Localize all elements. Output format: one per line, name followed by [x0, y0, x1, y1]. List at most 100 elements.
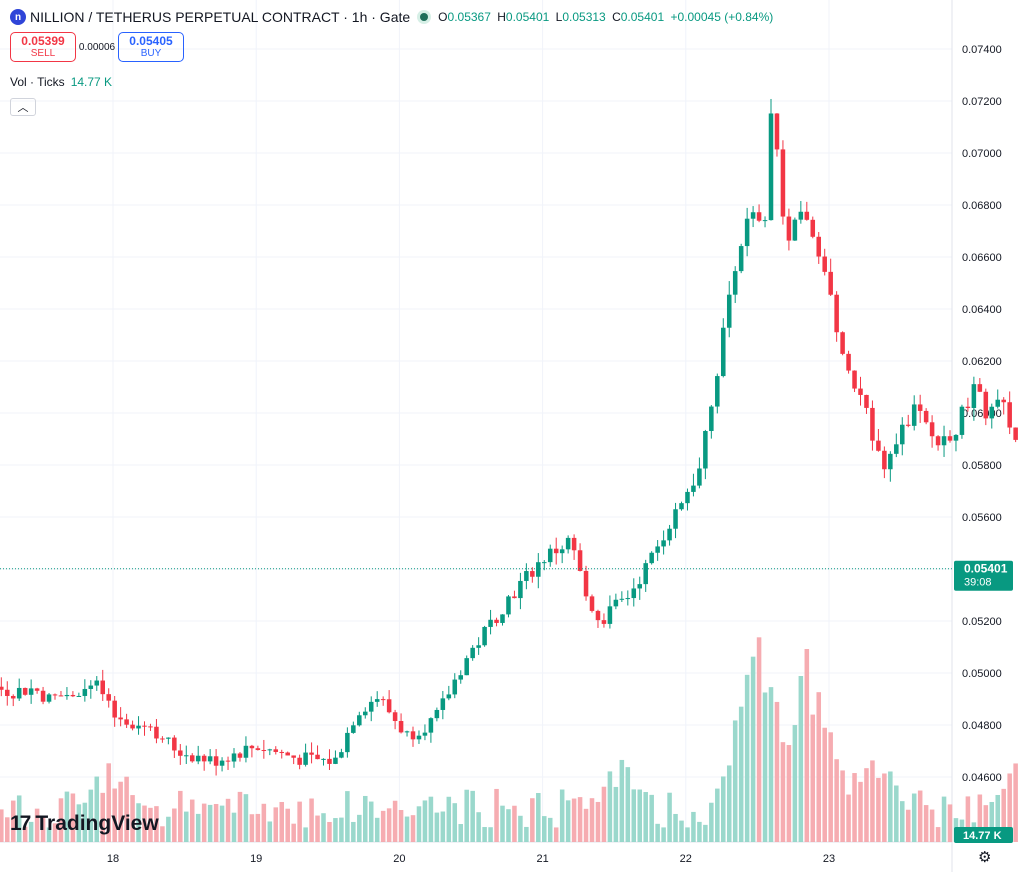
candle-body	[852, 370, 857, 389]
candle-body	[631, 588, 637, 599]
candle-body	[458, 675, 464, 680]
volume-bar	[661, 827, 666, 842]
volume-bar	[148, 807, 153, 842]
volume-bar	[577, 797, 583, 842]
volume-bar	[130, 795, 135, 842]
volume-bar	[929, 809, 935, 842]
volume-bar	[273, 807, 279, 842]
candle-body	[536, 562, 541, 577]
volume-bar	[547, 817, 553, 842]
volume-bar	[542, 816, 547, 842]
buy-button[interactable]: 0.05405 BUY	[118, 32, 184, 62]
collapse-chevron-up-icon[interactable]: ︿	[10, 98, 36, 116]
candle-body	[201, 755, 207, 762]
volume-bar	[852, 773, 857, 842]
candle-body	[876, 440, 881, 451]
sell-button[interactable]: 0.05399 SELL	[10, 32, 76, 62]
candle-body	[905, 424, 911, 426]
candle-body	[440, 698, 446, 710]
volume-bar	[655, 823, 660, 842]
candle-body	[34, 688, 40, 691]
candle-body	[840, 332, 845, 354]
candle-body	[506, 596, 511, 615]
spread-value: 0.00006	[78, 41, 116, 53]
candle-body	[977, 384, 983, 392]
volume-bar	[947, 804, 953, 842]
volume-bar	[512, 805, 517, 842]
last-price-value: 0.05401	[964, 562, 1008, 576]
volume-value: 14.77 K	[70, 75, 113, 89]
candle-body	[685, 491, 690, 504]
candle-body	[888, 453, 893, 470]
candle-body	[846, 353, 851, 371]
candle-body	[673, 509, 678, 529]
candle-body	[798, 211, 804, 220]
tradingview-logo[interactable]: 17 TradingView	[10, 812, 159, 836]
candle-body	[464, 658, 469, 676]
volume-bar	[309, 798, 314, 842]
volume-bar	[255, 813, 261, 842]
candle-body	[929, 422, 935, 437]
candle-body	[571, 537, 577, 551]
volume-bar	[917, 790, 923, 842]
candle-body	[965, 406, 971, 409]
candle-body	[88, 685, 94, 689]
volume-bar	[595, 801, 601, 842]
volume-bar	[10, 800, 16, 842]
volume-bar	[184, 811, 189, 842]
volume-bar	[213, 803, 219, 842]
volume-bar	[816, 692, 822, 842]
candle-body	[339, 752, 344, 758]
candle-body	[995, 399, 1001, 407]
volume-bar	[333, 818, 338, 842]
candle-body	[195, 755, 201, 762]
candle-body	[22, 687, 28, 695]
volume-bar	[774, 701, 780, 842]
volume-bar	[995, 794, 1001, 842]
candle-body	[864, 394, 869, 408]
candle-body	[172, 737, 177, 751]
candle-body	[756, 212, 762, 221]
candle-body	[786, 216, 792, 241]
candle-body	[983, 391, 989, 419]
candle-body	[446, 694, 452, 699]
volume-bar	[82, 802, 88, 842]
candle-body	[28, 688, 34, 695]
candle-body	[184, 755, 189, 757]
candle-body	[530, 571, 535, 577]
volume-bar	[440, 811, 446, 842]
candle-body	[434, 709, 440, 719]
low-value: 0.05313	[562, 10, 606, 24]
candle-body	[744, 218, 750, 247]
candle-body	[392, 712, 398, 722]
y-tick-label: 0.04800	[962, 720, 1002, 732]
volume-bar	[285, 808, 290, 842]
volume-bar	[297, 801, 302, 842]
candle-body	[703, 431, 708, 469]
volume-bar	[482, 827, 487, 842]
volume-bar	[685, 827, 690, 842]
candle-body	[971, 384, 977, 409]
volume-bar	[649, 794, 654, 842]
volume-bar	[0, 809, 4, 842]
trade-buttons: 0.05399 SELL 0.00006 0.05405 BUY	[10, 32, 184, 62]
volume-badge-value: 14.77 K	[963, 830, 1002, 842]
candle-body	[267, 749, 273, 751]
volume-legend[interactable]: Vol · Ticks 14.77 K	[10, 75, 112, 89]
volume-bar	[935, 827, 941, 842]
volume-bar	[1013, 763, 1018, 842]
candle-body	[189, 755, 195, 762]
chart-settings-icon[interactable]: ⚙	[978, 849, 992, 866]
volume-bar	[249, 814, 255, 842]
chart-title[interactable]: NILLION / TETHERUS PERPETUAL CONTRACT · …	[30, 9, 411, 25]
candle-body	[237, 753, 243, 758]
x-tick-label: 20	[393, 853, 405, 865]
volume-bar	[565, 800, 571, 842]
volume-bar	[112, 788, 117, 842]
volume-bar	[452, 803, 458, 842]
candle-body	[124, 719, 129, 725]
volume-bar	[673, 813, 678, 842]
candle-body	[816, 236, 822, 257]
volume-bar	[100, 792, 106, 842]
